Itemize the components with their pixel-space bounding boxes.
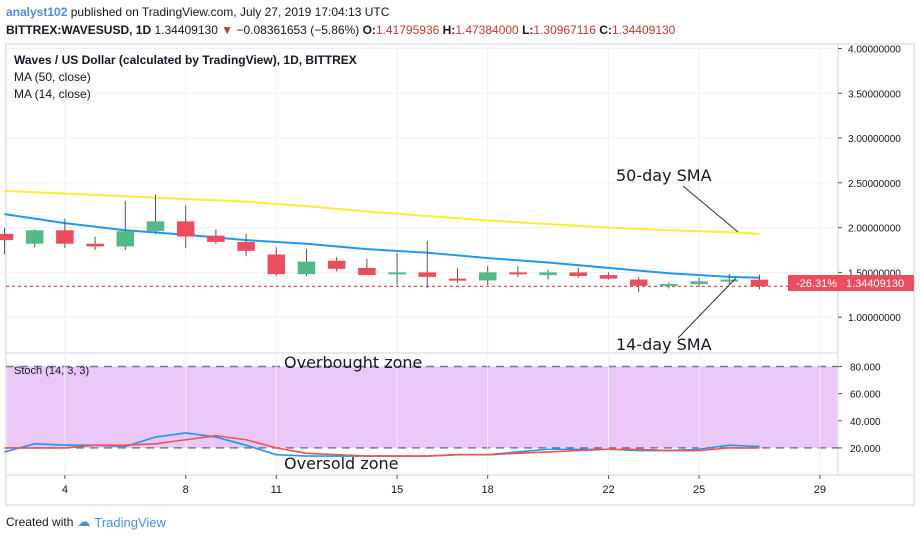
sma14-annotation: 14-day SMA [616, 335, 712, 354]
candle-body [116, 231, 135, 247]
close-label: C: [599, 23, 612, 37]
publish-info: analyst102 published on TradingView.com,… [6, 5, 389, 19]
candle-body [750, 279, 769, 287]
chart-title: Waves / US Dollar (calculated by Trading… [14, 53, 357, 67]
candle-body [629, 279, 648, 286]
down-arrow-icon: ▼ [221, 23, 234, 37]
y-tick-label: 3.50000000 [848, 89, 901, 100]
stoch-y-tick-label: 20.000 [850, 444, 881, 455]
last-price-pct: -26.31% [796, 278, 837, 290]
symbol-ohlc-row: BITTREX:WAVESUSD, 1D 1.34409130 ▼ −0.083… [6, 23, 675, 37]
candle-body [0, 233, 14, 241]
ma50-legend[interactable]: MA (50, close) [14, 70, 91, 84]
tradingview-brand[interactable]: TradingView [94, 514, 166, 530]
candle-body [418, 272, 437, 277]
candle-body [146, 221, 165, 232]
stoch-y-tick-label: 80.000 [850, 363, 881, 374]
candle-body [237, 241, 255, 251]
candle-body [176, 221, 195, 237]
last-price: 1.34409130 [154, 23, 218, 37]
last-price-tag-bg [788, 275, 914, 291]
candle-body [388, 272, 406, 275]
x-tick-label-15: 15 [391, 484, 403, 496]
x-tick-label-18: 18 [482, 484, 494, 496]
sma50-pointer-line [682, 185, 739, 233]
sma50-line [4, 189, 760, 235]
stoch-legend[interactable]: Stoch (14, 3, 3) [14, 365, 89, 377]
time-axis-frame [5, 474, 915, 506]
candle-body [56, 230, 74, 244]
candle-body [509, 272, 527, 275]
stoch-y-tick-label: 60.000 [850, 390, 881, 401]
sma50-annotation: 50-day SMA [616, 166, 712, 185]
stoch-y-tick-label: 40.000 [850, 417, 881, 428]
created-with-text: Created with [6, 515, 74, 529]
candle-body [25, 230, 44, 244]
price-change: −0.08361653 (−5.86%) [236, 23, 360, 37]
x-tick-label-11: 11 [271, 484, 282, 496]
low-value: 1.30967116 [533, 23, 596, 37]
x-tick-label-29: 29 [814, 484, 826, 496]
tradingview-logo-icon[interactable]: ☁ [77, 514, 91, 529]
low-label: L: [522, 23, 534, 37]
candle-body [478, 272, 497, 281]
candle-body [327, 260, 346, 269]
open-label: O: [362, 23, 376, 37]
candle-body [448, 278, 467, 281]
high-value: 1.47384000 [455, 23, 519, 37]
sma14-line [4, 213, 760, 279]
symbol-label: BITTREX:WAVESUSD, 1D [6, 23, 152, 37]
overbought-annotation: Overbought zone [284, 353, 422, 372]
candle-body [539, 272, 557, 276]
footer: Created with ☁ TradingView [6, 514, 166, 530]
y-tick-label: 1.00000000 [848, 313, 901, 324]
candle-body [599, 275, 618, 279]
candle-body [358, 267, 376, 276]
last-price-tag: -26.31% 1.34409130 [788, 275, 914, 291]
publish-text: published on TradingView.com, July 27, 2… [70, 5, 390, 19]
y-tick-label: 3.00000000 [848, 134, 901, 145]
x-tick-label-8: 8 [183, 484, 189, 496]
price-axis-frame [837, 43, 915, 476]
x-tick-label-4: 4 [62, 484, 68, 496]
candle-body [690, 281, 708, 285]
candle-body [297, 261, 316, 275]
candle-body [207, 235, 225, 242]
candle-body [660, 284, 678, 287]
x-tick-label-25: 25 [693, 484, 705, 496]
x-tick-label-22: 22 [602, 484, 614, 496]
y-tick-label: 2.00000000 [848, 224, 901, 235]
candle-body [720, 279, 739, 282]
y-tick-label: 1.50000000 [848, 268, 901, 279]
stoch-d-line [4, 434, 760, 457]
candle-body [569, 272, 588, 276]
ma14-legend[interactable]: MA (14, close) [14, 87, 91, 101]
close-value: 1.34409130 [611, 23, 676, 37]
candle-body [86, 243, 104, 247]
stoch-band [7, 366, 837, 448]
y-tick-label: 4.00000000 [848, 44, 901, 55]
open-value: 1.41795936 [375, 23, 440, 37]
oversold-annotation: Oversold zone [284, 454, 398, 473]
y-tick-label: 2.50000000 [848, 179, 901, 190]
high-label: H: [442, 23, 456, 37]
last-price-value: 1.34409130 [846, 278, 904, 290]
author-username[interactable]: analyst102 [6, 5, 68, 19]
candle-body [267, 254, 286, 275]
main-pane-frame [5, 43, 839, 354]
sma14-pointer-line [677, 277, 737, 339]
